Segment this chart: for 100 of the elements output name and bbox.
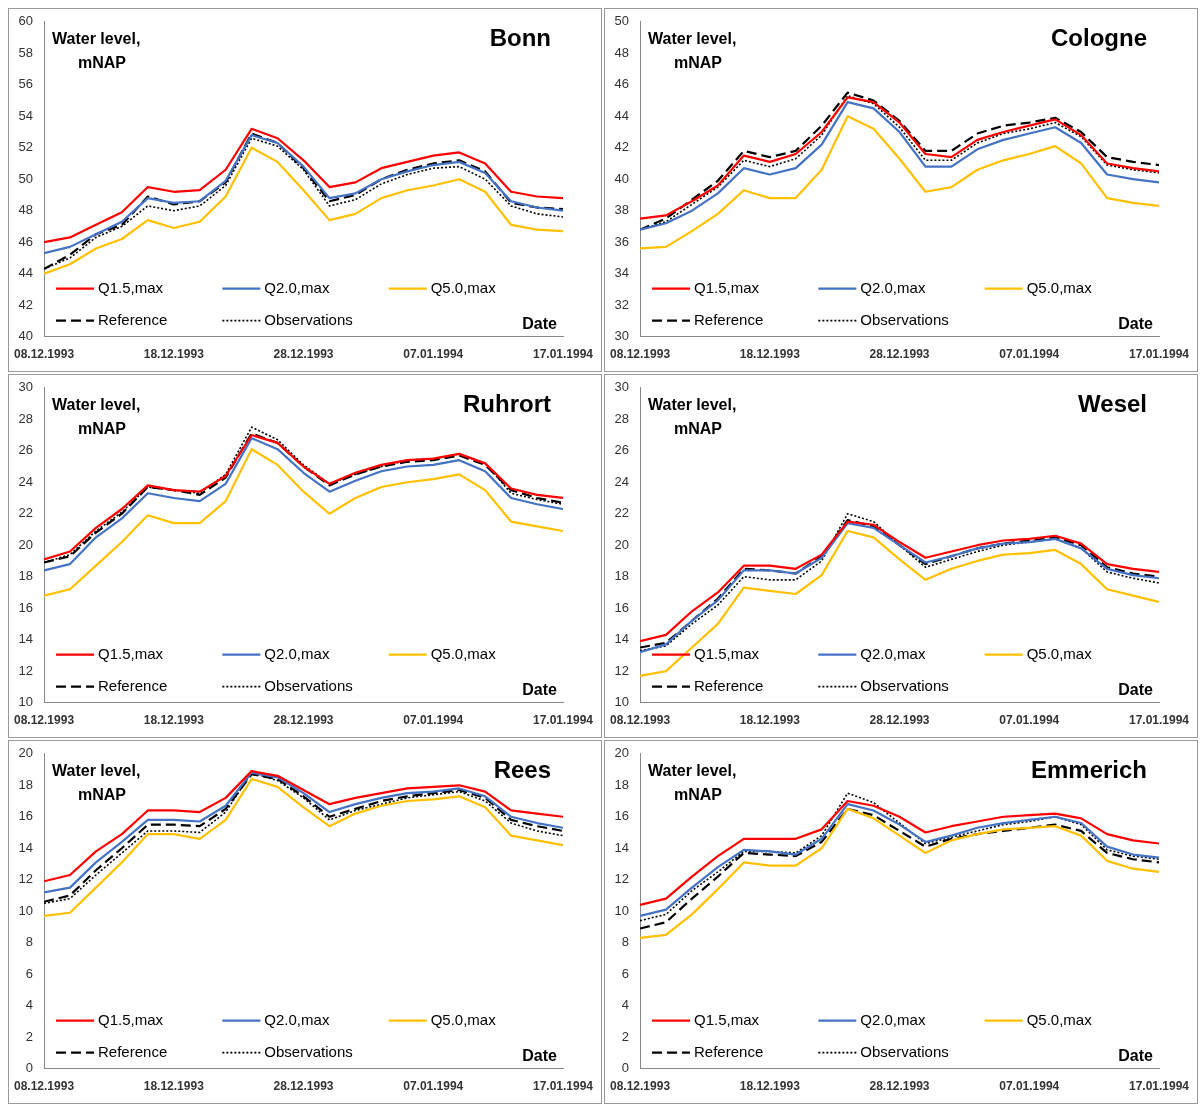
x-tick-label: 08.12.1993 [14, 713, 75, 728]
x-tick-label: 17.01.1994 [532, 713, 594, 728]
x-axis-title: Date [1118, 681, 1154, 699]
legend-label: Q2.0,max [264, 278, 330, 296]
x-tick-label: 17.01.1994 [1128, 347, 1190, 362]
x-tick-label: 08.12.1993 [610, 347, 671, 362]
x-tick-label: 08.12.1993 [610, 713, 671, 728]
legend-label: Q5.0,max [430, 1010, 497, 1028]
y-tick-label: 10 [614, 902, 630, 918]
x-tick-label: 28.12.1993 [869, 1079, 930, 1094]
chart-title: Ruhrort [463, 390, 552, 418]
y-tick-label: 44 [18, 265, 34, 281]
y-tick-label: 0 [621, 1060, 630, 1076]
legend-label: Reference [98, 676, 168, 694]
y-tick-label: 38 [614, 202, 630, 218]
x-axis-title: Date [1118, 1047, 1154, 1065]
y-tick-label: 12 [614, 871, 630, 887]
y-tick-label: 18 [614, 776, 630, 792]
y-tick-label: 18 [614, 568, 630, 584]
y-tick-label: 12 [614, 662, 630, 678]
y-tick-label: 26 [614, 442, 630, 458]
x-tick-label: 17.01.1994 [1128, 1079, 1190, 1094]
y-tick-label: 40 [18, 328, 34, 344]
x-tick-label: 07.01.1994 [999, 713, 1060, 728]
y-tick-label: 10 [18, 694, 34, 710]
y-tick-label: 28 [18, 410, 34, 426]
x-tick-label: 17.01.1994 [532, 347, 594, 362]
y-tick-label: 30 [614, 379, 630, 395]
y-tick-label: 60 [18, 13, 34, 29]
y-tick-label: 46 [614, 76, 630, 92]
y-tick-label: 24 [614, 473, 630, 489]
legend-label: Q2.0,max [860, 278, 926, 296]
y-tick-label: 42 [18, 296, 34, 312]
legend-label: Q1.5,max [694, 278, 760, 296]
x-tick-label: 08.12.1993 [14, 347, 75, 362]
y-tick-label: 48 [614, 44, 630, 60]
y-axis-title: Water level, mNAP [648, 30, 737, 72]
legend-label: Q5.0,max [1026, 644, 1093, 662]
legend-label: Observations [860, 1042, 949, 1060]
y-tick-label: 22 [614, 505, 630, 521]
y-tick-label: 6 [25, 965, 34, 981]
y-tick-label: 30 [614, 328, 630, 344]
x-tick-label: 18.12.1993 [739, 1079, 801, 1094]
y-tick-label: 46 [18, 233, 34, 249]
x-tick-label: 17.01.1994 [1128, 713, 1190, 728]
legend-label: Q1.5,max [98, 1010, 164, 1028]
y-axis-title: Water level, mNAP [648, 396, 737, 438]
y-tick-label: 22 [18, 505, 34, 521]
y-axis-title: Water level, mNAP [52, 762, 141, 804]
y-tick-label: 18 [18, 776, 34, 792]
y-tick-label: 34 [614, 265, 630, 281]
y-tick-label: 44 [614, 107, 630, 123]
x-tick-label: 28.12.1993 [273, 713, 334, 728]
x-tick-label: 07.01.1994 [403, 347, 464, 362]
y-tick-label: 12 [18, 662, 34, 678]
y-tick-label: 18 [18, 568, 34, 584]
x-tick-label: 28.12.1993 [273, 347, 334, 362]
legend-label: Q2.0,max [860, 1010, 926, 1028]
y-tick-label: 58 [18, 44, 34, 60]
legend-label: Observations [860, 310, 949, 328]
x-tick-label: 08.12.1993 [610, 1079, 671, 1094]
y-tick-label: 20 [18, 536, 34, 552]
x-tick-label: 07.01.1994 [403, 1079, 464, 1094]
y-tick-label: 32 [614, 296, 630, 312]
legend-label: Reference [98, 1042, 168, 1060]
y-tick-label: 12 [18, 871, 34, 887]
legend-label: Q1.5,max [694, 1010, 760, 1028]
y-tick-label: 4 [25, 997, 34, 1013]
y-tick-label: 4 [621, 997, 630, 1013]
y-tick-label: 20 [614, 745, 630, 761]
y-tick-label: 8 [621, 934, 630, 950]
y-tick-label: 56 [18, 76, 34, 92]
x-tick-label: 08.12.1993 [14, 1079, 75, 1094]
legend-label: Q2.0,max [264, 644, 330, 662]
y-tick-label: 26 [18, 442, 34, 458]
y-tick-label: 10 [18, 902, 34, 918]
y-tick-label: 24 [18, 473, 34, 489]
y-tick-label: 48 [18, 202, 34, 218]
y-tick-label: 28 [614, 410, 630, 426]
y-tick-label: 14 [614, 631, 630, 647]
x-tick-label: 18.12.1993 [143, 347, 205, 362]
legend-label: Observations [264, 1042, 353, 1060]
y-tick-label: 52 [18, 139, 34, 155]
x-axis-title: Date [522, 681, 558, 699]
y-tick-label: 54 [18, 107, 34, 123]
legend-label: Reference [694, 676, 764, 694]
legend-label: Reference [694, 1042, 764, 1060]
y-tick-label: 30 [18, 379, 34, 395]
x-tick-label: 18.12.1993 [739, 347, 801, 362]
y-tick-label: 2 [621, 1028, 630, 1044]
legend-label: Q5.0,max [430, 278, 497, 296]
y-tick-label: 16 [18, 808, 34, 824]
x-tick-label: 07.01.1994 [403, 713, 464, 728]
y-tick-label: 40 [614, 170, 630, 186]
x-axis-title: Date [1118, 315, 1154, 333]
x-tick-label: 18.12.1993 [739, 713, 801, 728]
y-tick-label: 50 [18, 170, 34, 186]
x-tick-label: 18.12.1993 [143, 1079, 205, 1094]
y-tick-label: 14 [614, 839, 630, 855]
chart-title: Bonn [489, 24, 551, 52]
